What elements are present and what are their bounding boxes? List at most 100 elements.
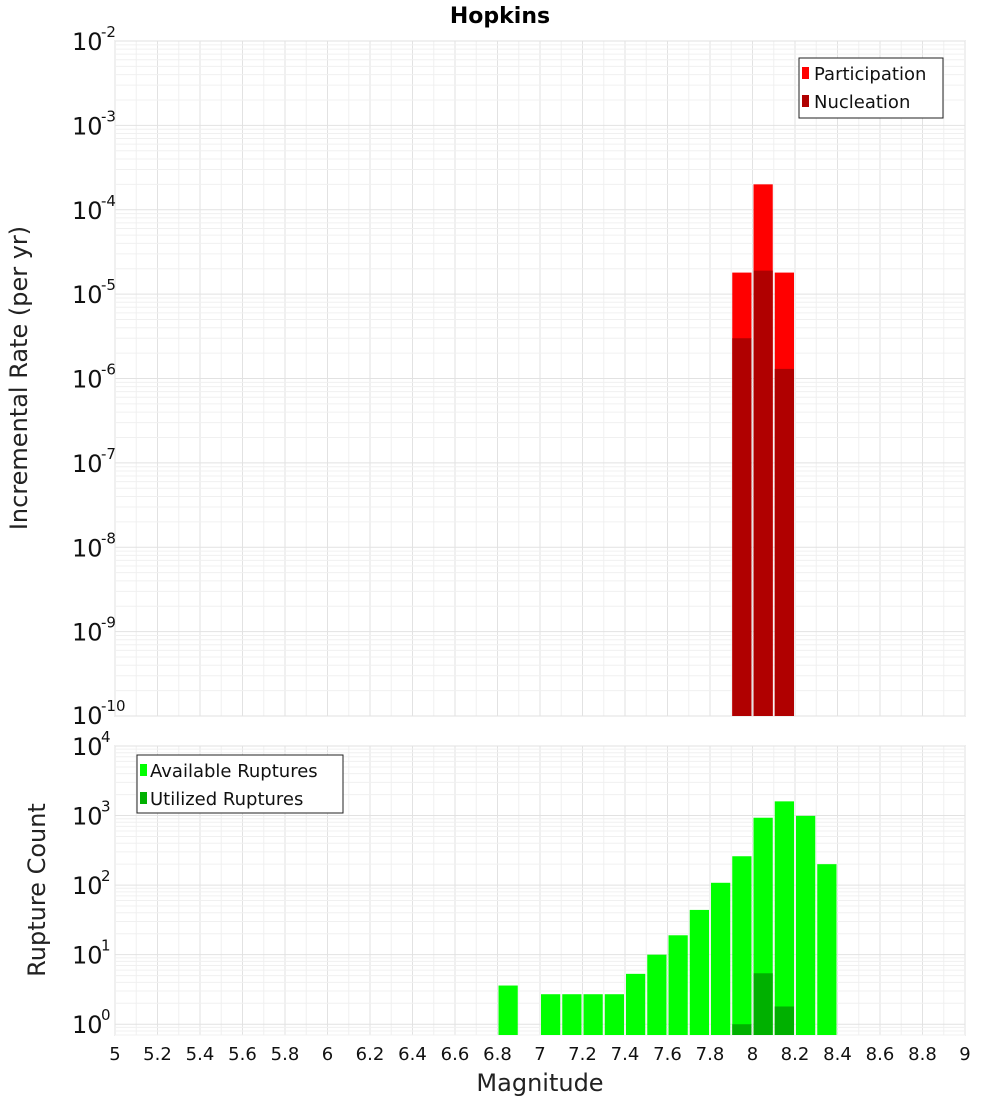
top-legend: Participation Nucleation	[798, 57, 944, 119]
bottom-legend: Available Ruptures Utilized Ruptures	[136, 754, 344, 814]
y-tick-label: 10-7	[72, 445, 116, 478]
rate-bar-nucleation	[753, 270, 773, 716]
legend-label-participation: Participation	[814, 64, 926, 85]
y-tick-exponent: -9	[101, 614, 116, 632]
count-bar-available-ruptures	[498, 985, 518, 1035]
count-bar-available-ruptures	[732, 856, 752, 1035]
legend-swatch-utilized	[140, 792, 147, 804]
top-grid	[114, 40, 966, 717]
y-tick-exponent: -3	[101, 107, 116, 125]
y-tick-label: 100	[72, 1006, 111, 1039]
count-bar-available-ruptures	[647, 954, 667, 1035]
x-tick-label: 6.6	[441, 1044, 470, 1065]
count-bar-available-ruptures	[817, 864, 837, 1035]
top-y-ticks: 10-210-310-410-510-610-710-810-910-10	[72, 23, 126, 730]
y-tick-label: 10-9	[72, 614, 116, 647]
y-tick-label: 102	[72, 867, 111, 900]
x-tick-label: 8	[747, 1044, 758, 1065]
x-tick-label: 8.8	[908, 1044, 937, 1065]
x-tick-label: 7.4	[611, 1044, 640, 1065]
y-tick-exponent: 4	[101, 728, 111, 746]
y-tick-label: 10-4	[72, 192, 116, 225]
x-tick-label: 7.2	[568, 1044, 597, 1065]
top-panel: 10-210-310-410-510-610-710-810-910-10 In…	[5, 23, 966, 730]
y-tick-exponent: -10	[101, 697, 126, 715]
x-tick-label: 8.6	[866, 1044, 895, 1065]
y-tick-exponent: 2	[101, 867, 111, 885]
x-tick-label: 8.2	[781, 1044, 810, 1065]
y-tick-label: 103	[72, 798, 111, 831]
top-y-axis-label: Incremental Rate (per yr)	[5, 226, 33, 530]
y-tick-label: 10-6	[72, 361, 116, 394]
count-bar-available-ruptures	[583, 994, 603, 1035]
chart-title: Hopkins	[450, 4, 550, 29]
y-tick-base: 10	[72, 534, 103, 562]
y-tick-base: 10	[72, 872, 103, 900]
y-tick-exponent: -5	[101, 276, 116, 294]
y-tick-base: 10	[72, 281, 103, 309]
x-tick-label: 7.8	[696, 1044, 725, 1065]
y-tick-exponent: -2	[101, 23, 116, 41]
rate-bar-nucleation	[732, 338, 752, 716]
legend-label-utilized: Utilized Ruptures	[150, 789, 303, 810]
bottom-legend-box	[136, 754, 344, 814]
x-tick-label: 5.2	[143, 1044, 172, 1065]
top-legend-box	[798, 57, 944, 119]
count-bar-available-ruptures	[541, 994, 561, 1035]
count-bar-available-ruptures	[796, 815, 816, 1035]
y-tick-base: 10	[72, 1011, 103, 1039]
legend-swatch-participation	[802, 67, 809, 79]
x-tick-label: 5.8	[271, 1044, 300, 1065]
y-tick-base: 10	[72, 112, 103, 140]
y-tick-label: 104	[72, 728, 111, 761]
y-tick-exponent: -4	[101, 192, 116, 210]
count-bar-available-ruptures	[668, 935, 688, 1035]
y-tick-base: 10	[72, 197, 103, 225]
y-tick-base: 10	[72, 28, 103, 56]
count-bar-available-ruptures	[689, 909, 709, 1035]
x-tick-label: 7	[534, 1044, 545, 1065]
y-tick-exponent: -7	[101, 445, 116, 463]
y-tick-base: 10	[72, 619, 103, 647]
legend-label-nucleation: Nucleation	[814, 92, 910, 113]
y-tick-exponent: -6	[101, 361, 116, 379]
count-bar-available-ruptures	[711, 882, 731, 1035]
y-tick-base: 10	[72, 702, 103, 730]
legend-label-available: Available Ruptures	[150, 761, 318, 782]
y-tick-exponent: 0	[101, 1006, 111, 1024]
x-tick-label: 6.4	[398, 1044, 427, 1065]
count-bar-utilized-ruptures	[753, 973, 773, 1035]
x-tick-label: 6	[322, 1044, 333, 1065]
y-tick-label: 10-10	[72, 697, 126, 730]
count-bar-available-ruptures	[626, 973, 646, 1035]
x-axis-label: Magnitude	[476, 1069, 603, 1097]
y-tick-base: 10	[72, 733, 103, 761]
x-ticks: 5 5.2 5.4 5.6 5.8 6 6.2 6.4 6.6 6.8 7 7.2 7.4 7.6 7.8 8…	[109, 1044, 970, 1065]
y-tick-base: 10	[72, 942, 103, 970]
y-tick-label: 10-8	[72, 529, 116, 562]
x-tick-label: 7.6	[653, 1044, 682, 1065]
x-tick-label: 8.4	[823, 1044, 852, 1065]
y-tick-base: 10	[72, 366, 103, 394]
y-tick-exponent: 1	[101, 937, 111, 955]
y-tick-exponent: -8	[101, 529, 116, 547]
rate-bar-nucleation	[774, 368, 794, 716]
legend-swatch-available	[140, 764, 147, 776]
x-tick-label: 5.4	[186, 1044, 215, 1065]
x-tick-label: 5.6	[228, 1044, 257, 1065]
x-tick-label: 6.2	[356, 1044, 385, 1065]
count-bar-utilized-ruptures	[774, 1006, 794, 1035]
count-bar-available-ruptures	[604, 994, 624, 1035]
y-tick-base: 10	[72, 803, 103, 831]
y-tick-label: 10-5	[72, 276, 116, 309]
y-tick-label: 10-3	[72, 107, 116, 140]
bottom-bars	[498, 801, 837, 1035]
x-tick-label: 9	[959, 1044, 970, 1065]
y-tick-exponent: 3	[101, 798, 111, 816]
y-tick-label: 101	[72, 937, 111, 970]
y-tick-base: 10	[72, 450, 103, 478]
count-bar-utilized-ruptures	[732, 1024, 752, 1035]
